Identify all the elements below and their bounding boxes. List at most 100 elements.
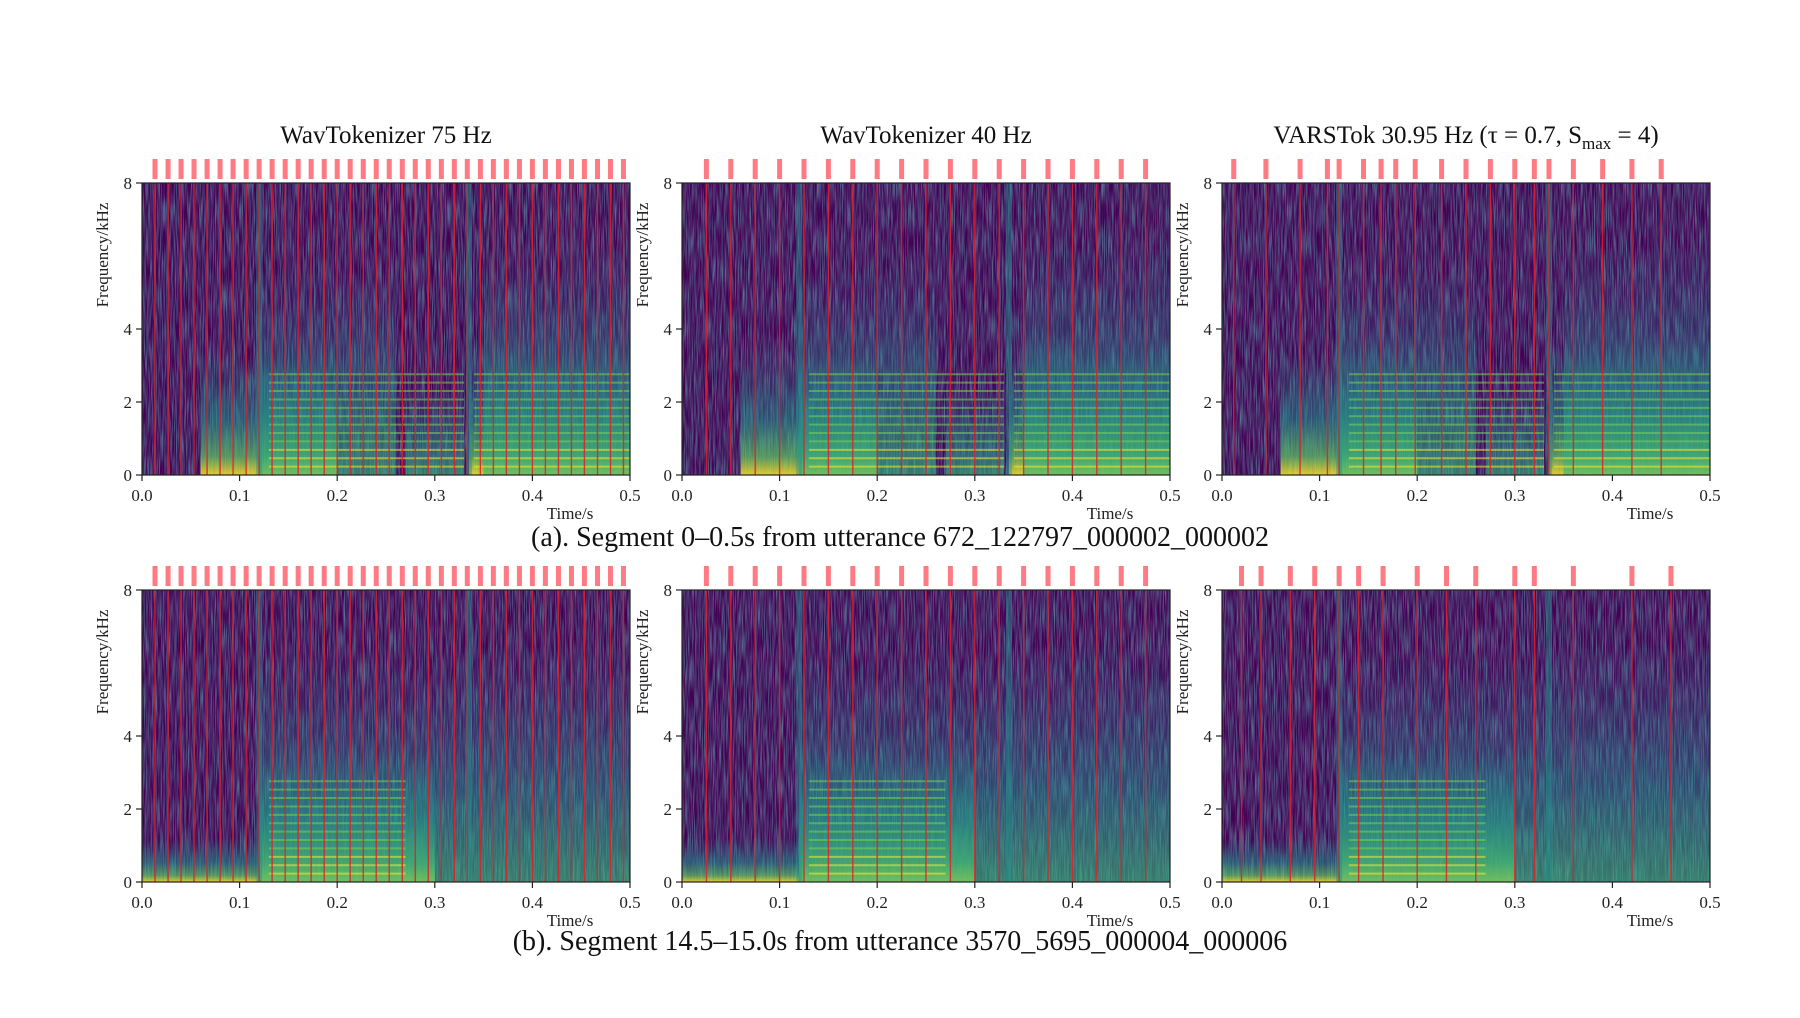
- x-tick-label: 0.3: [1504, 893, 1525, 912]
- token-id-label: [996, 159, 1002, 179]
- token-id-label: [412, 159, 418, 179]
- spectrogram-image: [142, 590, 630, 882]
- token-id-label: [1069, 566, 1075, 586]
- token-id-label: [360, 566, 366, 586]
- spectrogram-image: [142, 183, 630, 475]
- spectrogram-panel-a-1: 0.0 0.1 0.2 0.3 0.4 0.5 0 2 4 8 Time/s Frequency/kH…: [93, 122, 641, 523]
- token-id-label: [386, 159, 392, 179]
- y-tick-label: 0: [1204, 466, 1213, 485]
- token-id-label: [477, 159, 483, 179]
- token-id-label: [1600, 159, 1606, 179]
- token-id-label: [620, 566, 626, 586]
- x-axis-label: Time/s: [1087, 504, 1134, 523]
- token-id-label: [529, 566, 535, 586]
- onset-column: [1005, 183, 1012, 475]
- token-id-label: [1473, 566, 1479, 586]
- token-id-label: [178, 159, 184, 179]
- title-subscript: max: [1582, 134, 1612, 153]
- token-id-label: [191, 566, 197, 586]
- token-id-label: [1439, 159, 1445, 179]
- y-tick-label: 0: [664, 873, 673, 892]
- token-id-label: [568, 566, 574, 586]
- token-id-label: [295, 159, 301, 179]
- x-tick-label: 0.3: [1504, 486, 1525, 505]
- x-axis-label: Time/s: [1627, 911, 1674, 930]
- token-id-label: [1531, 566, 1537, 586]
- token-id-label: [490, 566, 496, 586]
- token-id-label: [594, 159, 600, 179]
- token-id-label: [703, 159, 709, 179]
- x-tick-label: 0.5: [1159, 486, 1180, 505]
- token-id-label: [464, 566, 470, 586]
- token-id-label: [1312, 566, 1318, 586]
- y-tick-label: 2: [664, 393, 673, 412]
- token-id-label: [777, 566, 783, 586]
- x-tick-label: 0.1: [769, 486, 790, 505]
- token-id-label: [438, 566, 444, 586]
- token-id-label: [801, 159, 807, 179]
- spectrogram-panel-a-3: 0.0 0.1 0.2 0.3 0.4 0.5 0 2 4 8 Time/s Frequency/kH…: [1173, 122, 1721, 523]
- token-id-label: [752, 566, 758, 586]
- token-id-label: [438, 159, 444, 179]
- token-id-label: [243, 566, 249, 586]
- token-id-label: [801, 566, 807, 586]
- x-tick-label: 0.2: [867, 486, 888, 505]
- spectrogram-panel-b-1: 0.0 0.1 0.2 0.3 0.4 0.5 0 2 4 8 Time/s Frequency/kH…: [93, 566, 641, 930]
- token-id-label: [256, 159, 262, 179]
- y-tick-label: 0: [124, 873, 133, 892]
- token-id-label: [295, 566, 301, 586]
- token-id-label: [1463, 159, 1469, 179]
- token-id-label: [1094, 159, 1100, 179]
- token-id-label: [425, 566, 431, 586]
- onset-column: [465, 183, 472, 475]
- token-id-label: [1356, 566, 1362, 586]
- token-id-label: [1512, 159, 1518, 179]
- token-id-label: [1414, 566, 1420, 586]
- token-id-label: [503, 566, 509, 586]
- token-id-label: [152, 566, 158, 586]
- x-tick-label: 0.5: [619, 893, 640, 912]
- x-tick-label: 0.0: [671, 893, 692, 912]
- y-tick-label: 8: [1204, 174, 1213, 193]
- title-tail: = 4): [1611, 122, 1658, 149]
- token-id-label: [269, 159, 275, 179]
- energy-region: [483, 248, 630, 475]
- token-id-label: [425, 159, 431, 179]
- token-id-label: [1324, 159, 1330, 179]
- y-tick-label: 8: [124, 581, 133, 600]
- token-id-label: [451, 566, 457, 586]
- token-id-label: [1668, 566, 1674, 586]
- energy-region: [1222, 838, 1340, 882]
- token-id-label: [308, 159, 314, 179]
- token-id-label: [1287, 566, 1293, 586]
- token-id-label: [191, 159, 197, 179]
- token-id-label: [1361, 159, 1367, 179]
- token-id-label: [1094, 566, 1100, 586]
- panel-title: WavTokenizer 75 Hz: [280, 122, 491, 149]
- token-id-label: [899, 566, 905, 586]
- x-tick-label: 0.0: [1211, 486, 1232, 505]
- token-id-label: [1378, 159, 1384, 179]
- x-tick-label: 0.4: [1602, 486, 1624, 505]
- x-tick-label: 0.4: [522, 893, 544, 912]
- x-tick-label: 0.1: [769, 893, 790, 912]
- x-tick-label: 0.0: [1211, 893, 1232, 912]
- energy-region: [464, 648, 630, 882]
- token-id-label: [165, 566, 171, 586]
- token-id-label: [1658, 159, 1664, 179]
- token-id-label: [874, 566, 880, 586]
- token-id-label: [1045, 566, 1051, 586]
- token-id-label: [217, 566, 223, 586]
- token-id-label: [386, 566, 392, 586]
- token-id-label: [1118, 566, 1124, 586]
- token-id-label: [1629, 566, 1635, 586]
- token-id-label: [516, 566, 522, 586]
- token-id-label: [1297, 159, 1303, 179]
- caption-b: (b). Segment 14.5–15.0s from utterance 3…: [512, 926, 1288, 957]
- token-id-label: [1069, 159, 1075, 179]
- y-axis-label: Frequency/kHz: [93, 609, 112, 714]
- token-id-label: [451, 159, 457, 179]
- token-id-label: [947, 566, 953, 586]
- token-id-label: [581, 566, 587, 586]
